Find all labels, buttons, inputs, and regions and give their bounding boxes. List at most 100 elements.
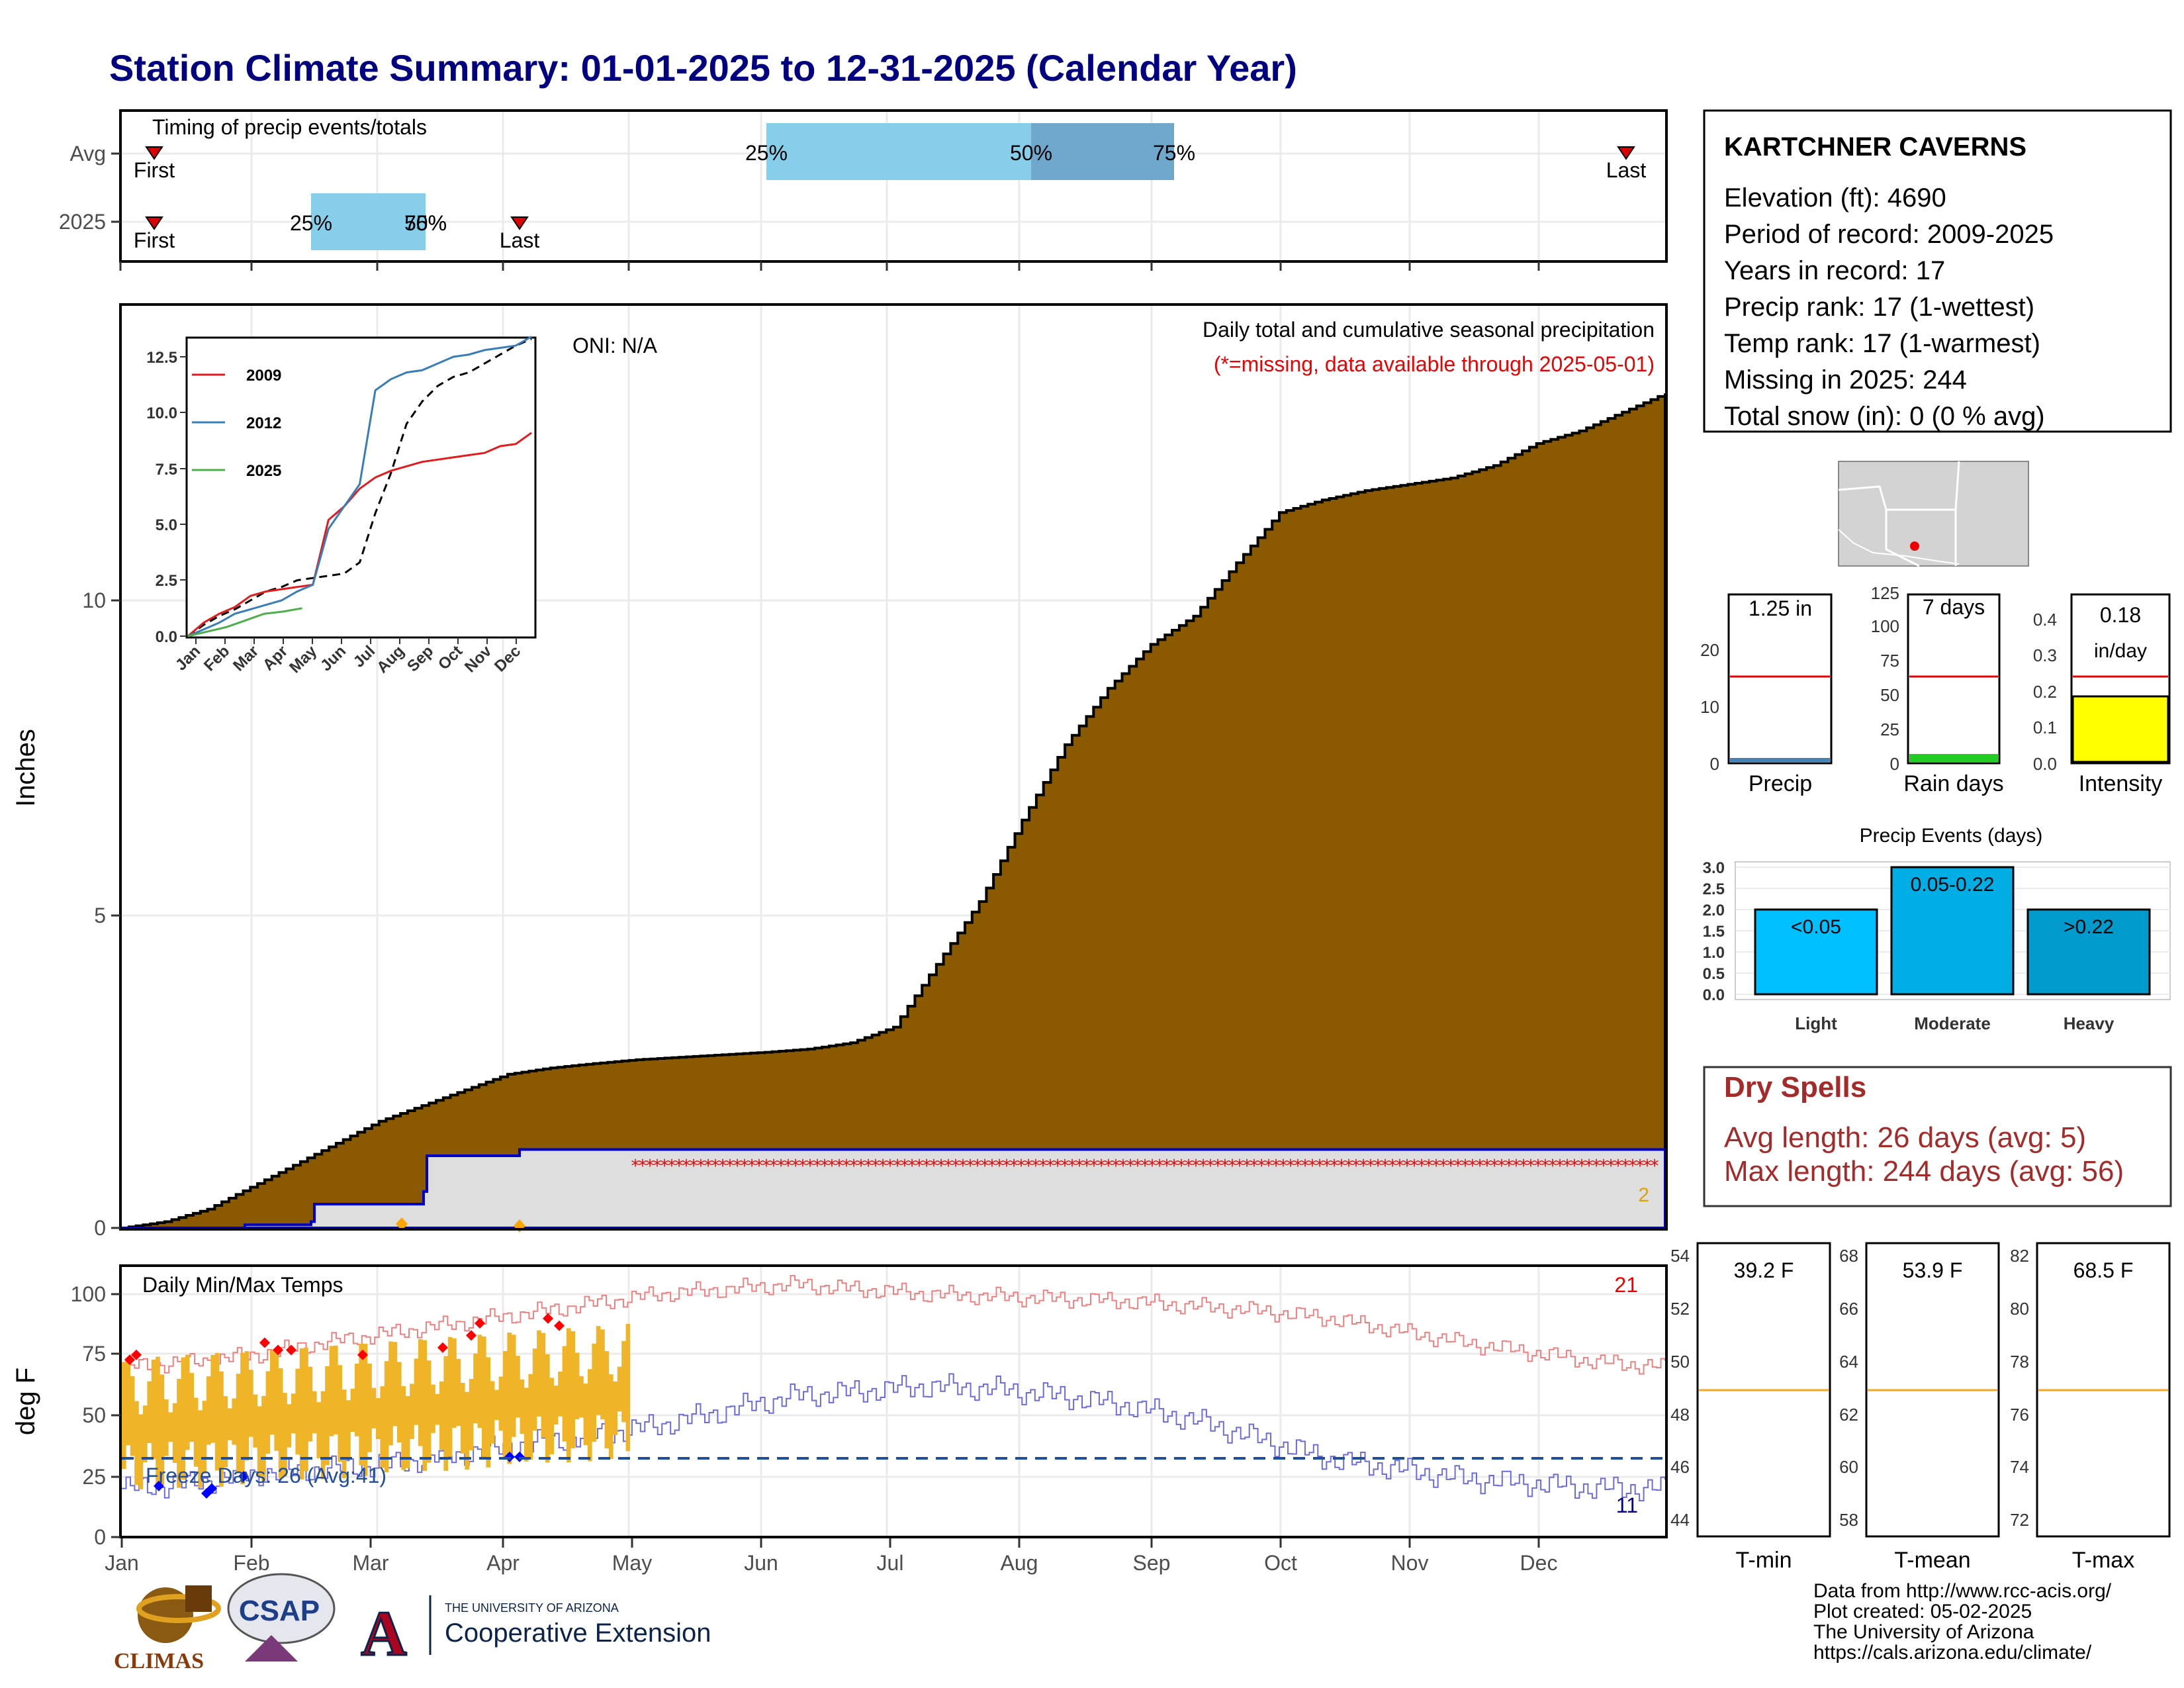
tmean-ytick: 68 (1839, 1246, 1858, 1266)
missing-star: * (1163, 1156, 1171, 1176)
daily-temp-bar (461, 1383, 465, 1454)
missing-star: * (682, 1156, 691, 1176)
missing-star: * (1272, 1156, 1281, 1176)
tmean-ytick: 64 (1839, 1352, 1858, 1372)
missing-star: * (1294, 1156, 1302, 1176)
missing-star: * (1250, 1156, 1259, 1176)
month-tick: May (612, 1551, 652, 1575)
inset-series-2012 (187, 336, 532, 637)
daily-temp-bar (388, 1341, 393, 1446)
intensity-ytick: 0.0 (2033, 754, 2057, 774)
daily-temp-bar (341, 1389, 347, 1478)
inset-ytick: 5.0 (156, 516, 177, 534)
daily-temp-bar (134, 1401, 139, 1485)
missing-star: * (639, 1156, 647, 1176)
record-low-marker (154, 1480, 164, 1491)
daily-temp-bar (477, 1335, 482, 1429)
missing-star: * (1439, 1156, 1448, 1176)
missing-star: * (988, 1156, 997, 1176)
missing-star: * (1651, 1156, 1659, 1176)
missing-star: * (952, 1156, 960, 1176)
tmin-ytick: 46 (1670, 1457, 1690, 1477)
daily-temp-bar (261, 1395, 266, 1481)
daily-temp-bar (452, 1338, 457, 1428)
missing-star: * (813, 1156, 822, 1176)
missing-star: * (944, 1156, 953, 1176)
month-tick: Dec (1520, 1551, 1558, 1575)
events-category: Heavy (2064, 1013, 2115, 1033)
daily-temp-bar (613, 1381, 617, 1435)
missing-star: * (1410, 1156, 1419, 1176)
record-low-marker (238, 1471, 249, 1482)
mini-bar-intensity: 0.18 in/day 0.0 0.1 0.2 0.3 0.4 Intensit… (2033, 593, 2171, 796)
daily-temp-bar (185, 1354, 190, 1450)
missing-star: * (1236, 1156, 1244, 1176)
y2025-first-label: First (134, 228, 175, 252)
missing-star: * (1024, 1156, 1033, 1176)
missing-star: * (770, 1156, 778, 1176)
missing-star: * (1126, 1156, 1135, 1176)
daily-temp-bar (588, 1369, 592, 1462)
precip-events-chart: Precip Events (days) <0.05 Light 0.05-0.22… (1703, 825, 2171, 1033)
daily-temp-bar (151, 1359, 156, 1460)
y2025-p50-label: 50% (404, 211, 447, 235)
missing-star: * (1199, 1156, 1208, 1176)
inset-ytick: 2.5 (156, 572, 177, 590)
missing-star: * (1054, 1156, 1062, 1176)
daily-temp-bar (130, 1376, 135, 1456)
daily-temp-bar (329, 1346, 334, 1436)
missing-star: * (1003, 1156, 1011, 1176)
missing-star: * (901, 1156, 909, 1176)
timing-row-2025: 2025 (59, 210, 106, 234)
credit-line: https://cals.arizona.edu/climate/ (1813, 1642, 2092, 1664)
daily-temp-bar (414, 1358, 419, 1425)
rain-days-bar-label: Rain days (1903, 771, 2003, 796)
daily-temp-bar (367, 1363, 372, 1452)
daily-temp-bar (122, 1362, 126, 1470)
tmin-bar: 39.2 F 44 46 48 50 52 54 T-min (1670, 1242, 1831, 1573)
missing-star: * (908, 1156, 917, 1176)
daily-temp-bar (214, 1352, 220, 1471)
daily-temp-bar (426, 1360, 432, 1463)
missing-star: * (668, 1156, 676, 1176)
missing-star: * (1192, 1156, 1201, 1176)
missing-star: * (697, 1156, 705, 1176)
missing-star: * (1425, 1156, 1433, 1176)
missing-star: * (974, 1156, 982, 1176)
dry-spells-title: Dry Spells (1724, 1071, 1866, 1103)
missing-star: * (1083, 1156, 1091, 1176)
missing-star: * (835, 1156, 844, 1176)
missing-star: * (1185, 1156, 1193, 1176)
temp-panel: Daily Min/Max Temps Freeze Days: 26 (Avg… (11, 1264, 1668, 1575)
missing-star: * (995, 1156, 1004, 1176)
climas-text: CLIMAS (114, 1649, 204, 1673)
missing-star: * (1206, 1156, 1215, 1176)
temp-panel-label: Daily Min/Max Temps (142, 1273, 343, 1297)
missing-star: * (1403, 1156, 1412, 1176)
missing-star: * (930, 1156, 938, 1176)
events-category: Moderate (1914, 1013, 1991, 1033)
daily-temp-bar (511, 1335, 516, 1437)
daily-temp-bar (193, 1397, 199, 1467)
missing-star: * (1287, 1156, 1295, 1176)
daily-temp-bar (274, 1349, 279, 1451)
daily-temp-bar (435, 1393, 440, 1425)
precip-count-label: 2 (1638, 1184, 1649, 1206)
daily-temp-bar (249, 1370, 253, 1437)
daily-temp-bar (359, 1343, 363, 1466)
daily-temp-bar (278, 1368, 283, 1479)
missing-star: * (1563, 1156, 1572, 1176)
month-tick: Jul (877, 1551, 904, 1575)
daily-temp-bar (570, 1331, 575, 1448)
legend-2025: 2025 (246, 462, 281, 480)
missing-star: * (777, 1156, 786, 1176)
record-high-marker (437, 1342, 448, 1353)
daily-temp-bar (549, 1378, 554, 1454)
inset-average-line (187, 338, 532, 637)
missing-star: * (1090, 1156, 1099, 1176)
precip-value-text: 1.25 in (1749, 596, 1812, 620)
y2025-last-label: Last (500, 228, 540, 252)
daily-temp-bar (486, 1357, 490, 1468)
missing-star: * (1105, 1156, 1113, 1176)
y2025-p75-label: 75% (404, 211, 447, 235)
